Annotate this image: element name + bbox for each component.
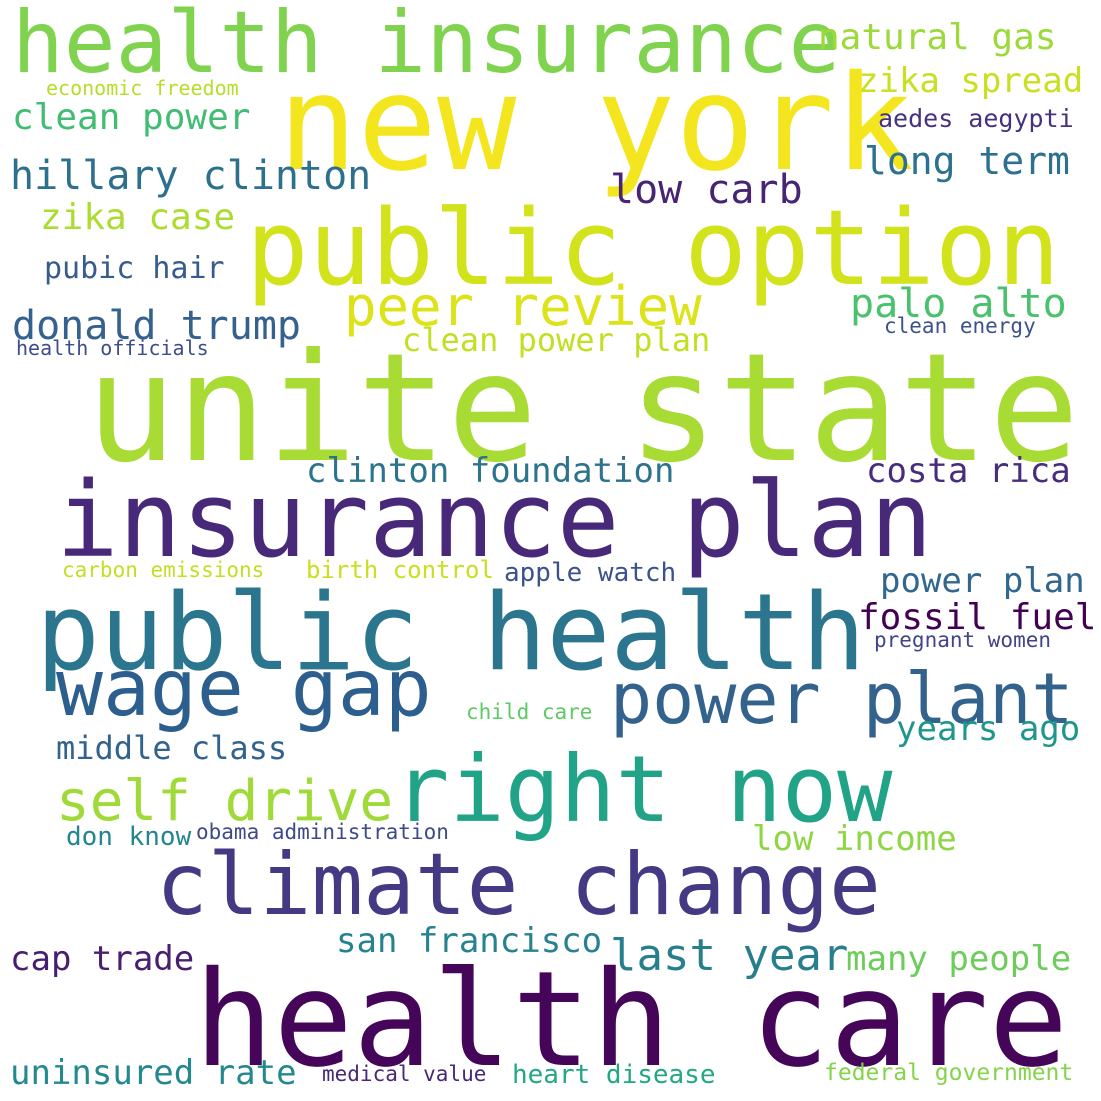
word-palo-alto: palo alto	[850, 281, 1067, 327]
word-clean-power-plan: clean power plan	[402, 321, 711, 359]
word-natural-gas: natural gas	[818, 17, 1057, 58]
word-don-know: don know	[66, 822, 192, 852]
word-health-officials: health officials	[16, 336, 209, 360]
word-clinton-foundation: clinton foundation	[306, 451, 675, 491]
word-carbon-emissions: carbon emissions	[62, 558, 265, 582]
word-health-insurance: health insurance	[12, 0, 841, 93]
word-wage-gap: wage gap	[56, 644, 432, 734]
word-child-care: child care	[466, 700, 593, 724]
word-pubic-hair: pubic hair	[44, 251, 225, 286]
word-self-drive: self drive	[56, 769, 394, 834]
word-climate-change: climate change	[156, 835, 881, 935]
word-medical-value: medical value	[322, 1062, 487, 1086]
word-clean-power: clean power	[12, 97, 251, 138]
word-cap-trade: cap trade	[10, 939, 195, 979]
word-public-option: public option	[246, 187, 1060, 309]
word-peer-review: peer review	[344, 275, 702, 338]
word-zika-case: zika case	[40, 197, 236, 238]
word-obama-administration: obama administration	[196, 820, 449, 844]
word-donald-trump: donald trump	[12, 303, 301, 349]
word-public-health: public health	[36, 571, 866, 694]
word-unite-state: unite state	[86, 322, 1080, 496]
word-hillary-clinton: hillary clinton	[10, 153, 372, 199]
word-power-plant: power plant	[610, 658, 1074, 740]
word-health-care: health care	[194, 943, 1069, 1097]
word-aedes-aegypti: aedes aegypti	[878, 104, 1074, 133]
word-costa-rica: costa rica	[866, 451, 1071, 491]
word-new-york: new york	[278, 47, 914, 201]
word-insurance-plan: insurance plan	[56, 459, 933, 581]
word-economic-freedom: economic freedom	[46, 76, 239, 100]
word-apple-watch: apple watch	[504, 558, 677, 588]
word-middle-class: middle class	[56, 729, 288, 767]
word-san-francisco: san francisco	[336, 921, 603, 961]
word-power-plan: power plan	[880, 561, 1085, 601]
word-zika-spread: zika spread	[858, 61, 1084, 101]
word-many-people: many people	[846, 939, 1072, 979]
word-low-income: low income	[752, 819, 957, 859]
word-pregnant-women: pregnant women	[874, 628, 1052, 652]
word-uninsured-rate: uninsured rate	[10, 1053, 297, 1093]
word-federal-government: federal government	[824, 1060, 1074, 1086]
word-birth-control: birth control	[306, 556, 494, 584]
word-last-year: last year	[610, 930, 849, 981]
word-right-now: right now	[394, 736, 893, 843]
word-low-carb: low carb	[610, 167, 803, 213]
word-years-ago: years ago	[896, 709, 1081, 749]
word-fossil-fuel: fossil fuel	[858, 597, 1097, 638]
word-long-term: long term	[864, 139, 1070, 183]
word-clean-energy: clean energy	[884, 314, 1036, 338]
word-heart-disease: heart disease	[512, 1060, 716, 1090]
